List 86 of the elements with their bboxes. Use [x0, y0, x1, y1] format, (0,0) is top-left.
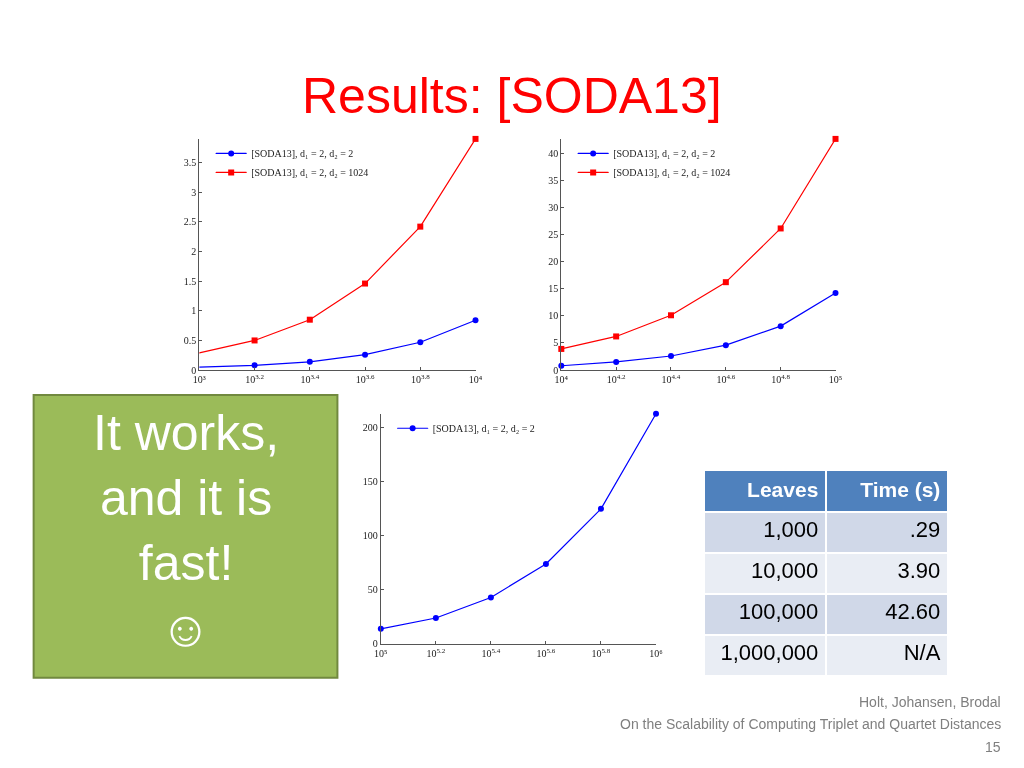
point — [722, 279, 729, 286]
text: On the Scalability of Computing Triplet and Quartet Distances — [620, 716, 1002, 732]
x-tick-label: 10⁴ — [554, 374, 569, 386]
point — [832, 135, 839, 142]
y-tick-label: 5 — [553, 337, 559, 349]
legend-label: [SODA13], d₁ = 2, d₂ = 2 — [432, 423, 535, 435]
y-tick-label: 0 — [191, 364, 197, 376]
text: 42.60 — [885, 598, 941, 624]
legend-label: [SODA13], d₁ = 2, d₂ = 1024 — [613, 167, 731, 179]
point — [417, 339, 424, 346]
point — [722, 342, 729, 349]
point — [777, 225, 784, 232]
text: 3.90 — [897, 557, 941, 583]
x-tick-label: 10$^{5.8}$ — [591, 646, 611, 659]
y-tick-label: 10 — [548, 310, 559, 322]
y-tick-label: 1.5 — [183, 275, 197, 287]
y-tick-label: 3.5 — [183, 157, 197, 169]
y-tick-label: 0.5 — [183, 334, 197, 346]
category-label: Time (s) — [860, 478, 941, 502]
x-tick-label: 10⁶ — [649, 647, 664, 659]
y-tick-label: 2 — [191, 246, 197, 258]
x-tick-label: 10$^{3.4}$ — [300, 372, 320, 386]
y-tick-label: 40 — [548, 147, 559, 159]
legend-label: [SODA13], d₁ = 2, d₂ = 2 — [613, 148, 716, 160]
point — [417, 223, 424, 230]
y-tick-label: 3 — [191, 186, 197, 198]
point — [542, 560, 549, 567]
text: ☺ — [160, 601, 212, 657]
text: 100,000 — [738, 598, 819, 624]
point — [251, 337, 258, 344]
x-tick-label: 10$^{3.6}$ — [355, 372, 375, 386]
y-tick-label: 100 — [362, 530, 378, 542]
y-tick-label: 50 — [367, 584, 378, 596]
point — [613, 358, 620, 365]
legend-label: [SODA13], d₁ = 2, d₂ = 1024 — [251, 167, 369, 179]
point — [487, 594, 494, 601]
point — [362, 351, 369, 358]
x-tick-label: 10$^{3.2}$ — [245, 372, 265, 386]
text: 1,000,000 — [720, 639, 819, 665]
point — [597, 505, 604, 512]
text: Results: [SODA13] — [302, 68, 722, 124]
point — [362, 280, 369, 287]
y-tick-label: 30 — [548, 201, 559, 213]
text: It works, and it is fast! — [93, 405, 280, 591]
point — [432, 614, 439, 621]
x-tick-label: 10⁵ — [374, 647, 388, 659]
x-tick-label: 10$^{4.6}$ — [716, 372, 736, 386]
text: 10,000 — [751, 557, 819, 583]
y-tick-label: 25 — [548, 228, 559, 240]
point — [668, 352, 674, 359]
x-tick-label: 10$^{4.2}$ — [606, 372, 627, 386]
point — [251, 362, 258, 369]
point — [668, 312, 674, 319]
category-label: Leaves — [747, 478, 819, 502]
x-tick-label: 10⁴ — [468, 374, 483, 386]
x-tick-label: 10$^{4.8}$ — [771, 372, 791, 386]
x-tick-label: 10$^{5.6}$ — [536, 646, 556, 659]
text: 15 — [985, 739, 1001, 755]
point — [653, 410, 660, 417]
x-tick-label: 10$^{3.8}$ — [410, 372, 431, 386]
y-tick-label: 2.5 — [183, 216, 197, 228]
point — [472, 317, 479, 324]
point — [832, 290, 839, 297]
x-tick-label: 10$^{5.2}$ — [426, 646, 446, 659]
y-tick-label: 20 — [548, 256, 559, 268]
x-tick-label: 10⁵ — [828, 374, 843, 386]
point — [777, 323, 784, 330]
y-tick-label: 150 — [362, 476, 378, 488]
point — [306, 358, 313, 365]
point — [472, 135, 479, 142]
y-tick-label: 35 — [548, 174, 559, 186]
y-tick-label: 200 — [362, 422, 378, 434]
text: Holt, Johansen, Brodal — [859, 694, 1001, 710]
point — [613, 333, 620, 340]
y-tick-label: 0 — [372, 638, 378, 650]
point — [306, 316, 313, 323]
x-tick-label: 10$^{5.4}$ — [481, 646, 501, 659]
y-tick-label: 1 — [191, 305, 197, 317]
text: .29 — [909, 516, 941, 542]
x-tick-label: 10³ — [192, 374, 206, 386]
y-tick-label: 0 — [553, 364, 559, 376]
x-tick-label: 10$^{4.4}$ — [661, 372, 681, 386]
text: N/A — [903, 639, 941, 665]
legend-label: [SODA13], d₁ = 2, d₂ = 2 — [251, 148, 354, 160]
text: 1,000 — [763, 516, 819, 542]
y-tick-label: 15 — [548, 283, 559, 295]
